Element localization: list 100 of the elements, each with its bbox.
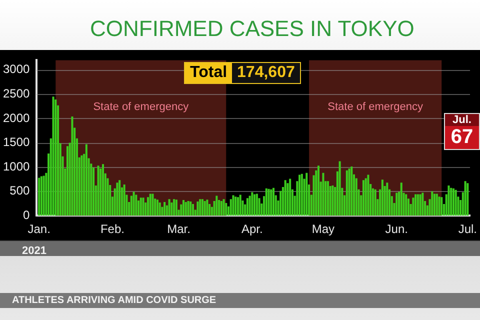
bar	[123, 184, 126, 216]
bar	[251, 192, 254, 216]
bar	[239, 194, 242, 216]
bar	[332, 185, 334, 216]
bar	[248, 196, 251, 216]
annotation: Total	[185, 63, 232, 83]
bar	[52, 96, 54, 216]
bar	[374, 189, 376, 216]
bar	[448, 185, 450, 216]
bar	[254, 194, 256, 216]
bar	[386, 182, 388, 216]
bar	[220, 201, 222, 216]
bar	[100, 168, 102, 216]
bar	[192, 204, 194, 216]
bar	[270, 189, 272, 216]
x-tick-label: Mar.	[167, 222, 190, 236]
bar	[265, 188, 268, 216]
bar	[116, 182, 118, 216]
bar	[338, 161, 341, 216]
bar	[466, 183, 469, 216]
bar	[434, 194, 436, 216]
bar	[66, 146, 68, 216]
bar	[201, 199, 204, 216]
bar	[436, 194, 438, 216]
bar	[419, 194, 422, 216]
bar	[164, 202, 166, 216]
x-tick-label: Feb.	[100, 222, 124, 236]
bar	[190, 202, 192, 216]
x-tick-label: Apr.	[242, 222, 263, 236]
bar	[431, 191, 434, 216]
bar	[170, 202, 173, 216]
bar	[187, 201, 190, 216]
bar	[225, 202, 228, 216]
bar	[173, 199, 176, 216]
bar	[180, 204, 182, 216]
chart-title: CONFIRMED CASES IN TOKYO	[90, 16, 414, 42]
bar	[97, 166, 100, 216]
bar	[272, 188, 274, 216]
bar	[440, 197, 443, 216]
x-tick-label: Jul.	[458, 222, 478, 236]
bar	[40, 176, 42, 216]
bar	[118, 180, 121, 216]
y-tick-label: 3000	[2, 62, 30, 76]
bar	[300, 174, 303, 216]
x-tick-label: May	[312, 222, 335, 236]
bar	[199, 199, 202, 216]
bar	[206, 200, 208, 216]
annotation: Jul.	[445, 114, 479, 126]
bar	[364, 178, 367, 216]
bar	[414, 194, 417, 216]
bar	[284, 180, 286, 216]
bar	[450, 188, 452, 216]
y-tick-label: 0	[23, 208, 30, 222]
bar	[234, 196, 237, 216]
annotation: 67	[450, 126, 474, 149]
bar	[132, 192, 135, 216]
band-label: State of emergency	[328, 101, 424, 114]
bar	[422, 192, 424, 216]
bar	[196, 202, 199, 216]
bar	[355, 178, 358, 216]
bar	[326, 181, 329, 216]
bar	[405, 194, 408, 216]
bar	[381, 180, 384, 216]
bar	[452, 188, 454, 216]
bar	[146, 197, 149, 216]
bar	[367, 174, 370, 216]
y-tick-label: 1000	[2, 159, 30, 174]
bar	[350, 166, 353, 216]
bar	[396, 192, 398, 216]
band-label: State of emergency	[93, 101, 190, 114]
bar	[92, 168, 95, 216]
bar	[156, 200, 158, 216]
bar	[168, 199, 170, 216]
bar	[38, 178, 40, 216]
bar	[362, 180, 364, 216]
bar	[317, 166, 320, 216]
bar	[184, 202, 187, 216]
y-tick-label: 2000	[2, 110, 30, 125]
bar	[80, 155, 83, 216]
bar	[208, 204, 211, 216]
bar	[416, 194, 419, 216]
bar	[236, 197, 239, 216]
bar	[268, 188, 270, 216]
bar	[230, 199, 232, 216]
bar	[372, 188, 374, 216]
bar	[246, 198, 248, 216]
bar	[216, 196, 218, 216]
bar	[256, 194, 258, 216]
annotation: 174,607	[236, 63, 296, 83]
bar	[158, 202, 161, 216]
bar	[152, 194, 154, 216]
bar	[204, 201, 206, 216]
x-tick-label: Jan.	[28, 222, 50, 236]
y-tick-label: 1500	[2, 135, 30, 150]
bar	[298, 174, 301, 216]
bar	[102, 164, 104, 216]
bar	[140, 198, 142, 216]
bar	[322, 172, 324, 216]
y-tick-label: 500	[10, 184, 30, 198]
bar	[289, 178, 292, 216]
